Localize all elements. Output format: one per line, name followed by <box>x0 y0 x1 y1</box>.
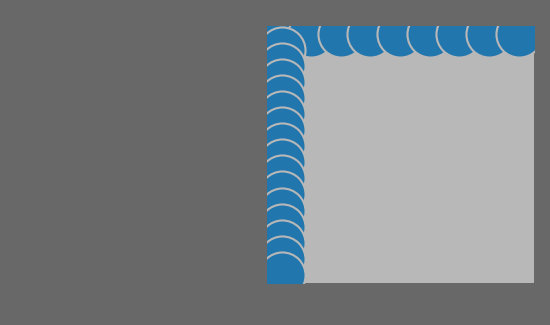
Point <box>277 63 286 69</box>
Point <box>277 224 286 229</box>
Point <box>366 32 375 37</box>
Point <box>277 160 286 165</box>
Point <box>425 32 434 37</box>
Point <box>277 176 286 181</box>
Point <box>396 32 405 37</box>
Point <box>277 192 286 197</box>
Point <box>455 32 464 37</box>
Point <box>277 128 286 133</box>
Point <box>277 96 286 101</box>
Point <box>307 32 316 37</box>
Point <box>277 256 286 261</box>
Point <box>337 32 345 37</box>
Point <box>277 240 286 245</box>
Point <box>277 112 286 117</box>
Point <box>277 272 286 277</box>
Point <box>277 144 286 149</box>
Point <box>277 208 286 213</box>
Point <box>485 32 493 37</box>
Point <box>277 80 286 85</box>
Point <box>277 32 286 37</box>
Point <box>277 47 286 53</box>
Point <box>514 32 523 37</box>
